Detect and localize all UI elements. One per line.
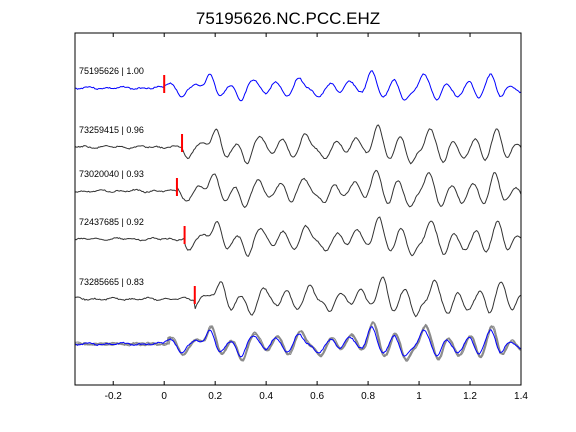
overlay-line-0 bbox=[74, 326, 522, 358]
x-tick-label-4: 0.6 bbox=[310, 391, 324, 402]
plot-frame bbox=[74, 32, 522, 386]
trace-label-1: 73259415 | 0.96 bbox=[79, 125, 144, 135]
x-tick-label-6: 1 bbox=[416, 391, 422, 402]
overlay-line-4 bbox=[74, 321, 522, 362]
overlay-line-1 bbox=[74, 322, 522, 362]
x-tick-label-2: 0.2 bbox=[208, 391, 222, 402]
x-tick-label-7: 1.2 bbox=[463, 391, 477, 402]
x-tick-label-8: 1.4 bbox=[514, 391, 528, 402]
trace-label-4: 73285665 | 0.83 bbox=[79, 277, 144, 287]
pick-markers bbox=[163, 75, 196, 304]
trace-label-3: 72437685 | 0.92 bbox=[79, 217, 144, 227]
trace-line-0 bbox=[74, 70, 522, 102]
x-tick-label-5: 0.8 bbox=[361, 391, 375, 402]
x-tick-label-0: -0.2 bbox=[105, 391, 123, 402]
trace-line-2 bbox=[74, 169, 522, 209]
chart-title: 75195626.NC.PCC.EHZ bbox=[196, 9, 380, 28]
trace-labels: 75195626 | 1.00 73259415 | 0.96 73020040 |… bbox=[79, 66, 144, 287]
trace-line-4 bbox=[74, 276, 522, 318]
trace-label-0: 75195626 | 1.00 bbox=[79, 66, 144, 76]
trace-line-3 bbox=[74, 216, 522, 257]
x-tick-label-3: 0.4 bbox=[259, 391, 273, 402]
x-axis: -0.2 0 0.2 0.4 0.6 0.8 1 1.2 1.4 bbox=[105, 33, 528, 402]
traces-layer bbox=[74, 70, 522, 363]
x-tick-label-1: 0 bbox=[161, 391, 167, 402]
trace-label-2: 73020040 | 0.93 bbox=[79, 169, 144, 179]
overlay-line-3 bbox=[74, 321, 522, 363]
overlay-line-2 bbox=[74, 321, 522, 362]
trace-line-1 bbox=[74, 124, 522, 165]
